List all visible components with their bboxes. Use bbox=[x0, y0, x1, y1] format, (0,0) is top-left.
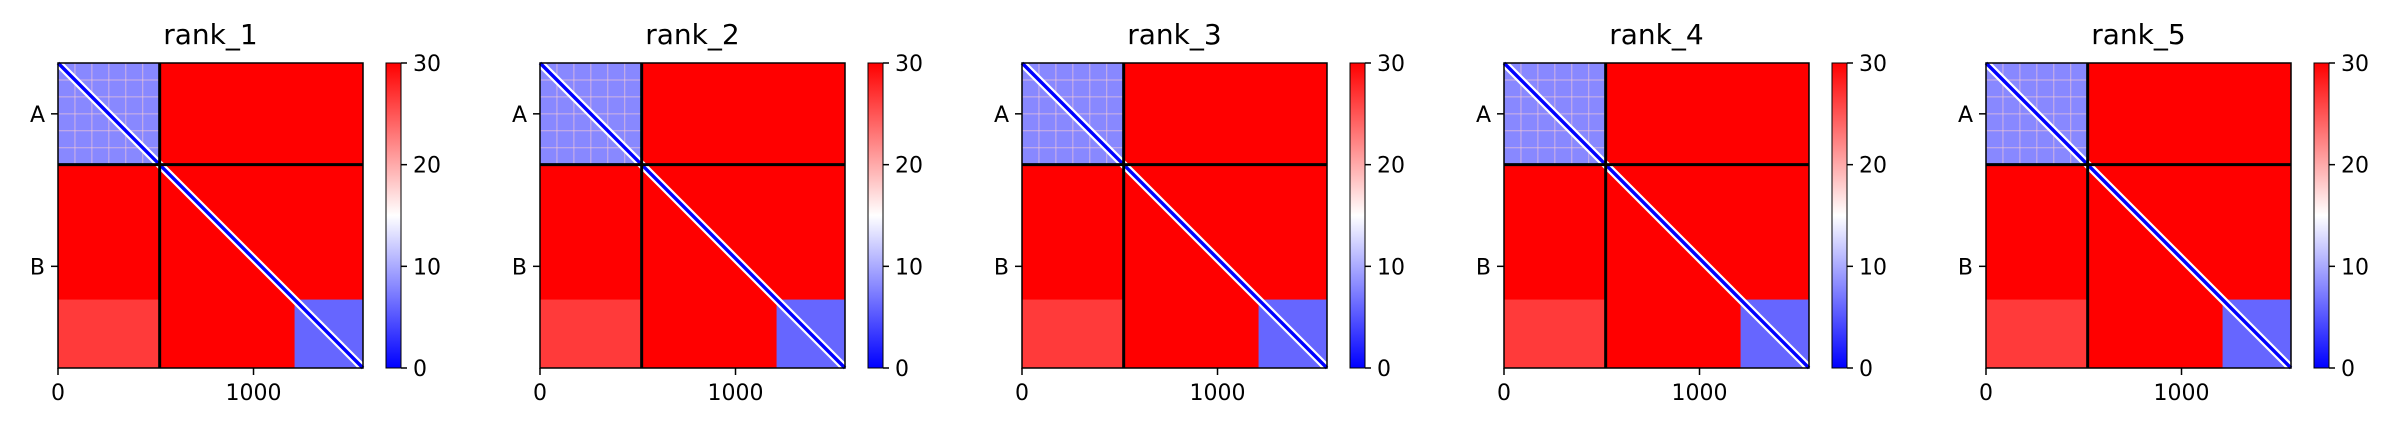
colorbar bbox=[867, 62, 884, 369]
x-tick-label: 0 bbox=[1497, 381, 1511, 406]
colorbar-tick-label: 10 bbox=[2341, 255, 2369, 280]
heatmap-block-b-domain-a bbox=[540, 299, 642, 368]
x-tick-label: 1000 bbox=[708, 381, 764, 406]
colorbar bbox=[1349, 62, 1366, 369]
heatmap-diagonal bbox=[56, 61, 365, 370]
colorbar-tick-label: 20 bbox=[1377, 154, 1405, 179]
chain-label: B bbox=[994, 255, 1009, 280]
colorbar-tick-label: 0 bbox=[895, 357, 909, 382]
chain-label: B bbox=[512, 255, 527, 280]
heatmap-frame bbox=[1021, 62, 1328, 369]
x-tick-label: 0 bbox=[533, 381, 547, 406]
colorbar bbox=[2313, 62, 2330, 369]
heatmap-block-b-domain-a bbox=[1986, 299, 2088, 368]
colorbar-tick-label: 30 bbox=[1377, 52, 1405, 77]
chain-label: A bbox=[512, 103, 527, 128]
colorbar-tick-label: 20 bbox=[2341, 154, 2369, 179]
x-tick-label: 0 bbox=[51, 381, 65, 406]
heatmap-diagonal bbox=[538, 61, 847, 370]
x-tick-label: 1000 bbox=[1190, 381, 1246, 406]
heatmap-block-b-domain-a bbox=[58, 299, 160, 368]
heatmap-diagonal bbox=[1984, 61, 2293, 370]
chain-label: A bbox=[1476, 103, 1491, 128]
heatmap-frame bbox=[1503, 62, 1810, 369]
heatmap-block-b-domain-a bbox=[1504, 299, 1606, 368]
x-tick-label: 1000 bbox=[2154, 381, 2210, 406]
chain-label: A bbox=[1958, 103, 1973, 128]
panel-title: rank_3 bbox=[1127, 18, 1221, 51]
colorbar-tick-label: 0 bbox=[1859, 357, 1873, 382]
heatmap-diagonal bbox=[1502, 61, 1811, 370]
colorbar-tick-label: 20 bbox=[413, 154, 441, 179]
pae-panel: rank_5 A B 0 1000 0 10 20 30 bbox=[1958, 18, 2369, 406]
heatmap-frame bbox=[1985, 62, 2292, 369]
heatmap-frame bbox=[57, 62, 364, 369]
pae-panel: rank_2 A B 0 1000 0 10 20 30 bbox=[512, 18, 923, 406]
panel-title: rank_1 bbox=[163, 18, 257, 51]
colorbar-tick-label: 10 bbox=[413, 255, 441, 280]
x-tick-label: 0 bbox=[1979, 381, 1993, 406]
colorbar-tick-label: 0 bbox=[413, 357, 427, 382]
chain-label: A bbox=[994, 103, 1009, 128]
x-tick-label: 1000 bbox=[1672, 381, 1728, 406]
colorbar-tick-label: 10 bbox=[1377, 255, 1405, 280]
colorbar-tick-label: 0 bbox=[2341, 357, 2355, 382]
colorbar-tick-label: 20 bbox=[895, 154, 923, 179]
panel-title: rank_2 bbox=[645, 18, 739, 51]
heatmap-block-b-domain-a bbox=[1022, 299, 1124, 368]
x-tick-label: 0 bbox=[1015, 381, 1029, 406]
heatmap-diagonal bbox=[1020, 61, 1329, 370]
pae-panel: rank_4 A B 0 1000 0 10 20 30 bbox=[1476, 18, 1887, 406]
colorbar-tick-label: 30 bbox=[2341, 52, 2369, 77]
pae-panel: rank_1 A B 0 1000 0 10 20 30 bbox=[30, 18, 441, 406]
colorbar-tick-label: 20 bbox=[1859, 154, 1887, 179]
chain-label: A bbox=[30, 103, 45, 128]
pae-panel: rank_3 A B 0 1000 0 10 20 30 bbox=[994, 18, 1405, 406]
chain-label: B bbox=[1476, 255, 1491, 280]
chain-label: B bbox=[30, 255, 45, 280]
colorbar-tick-label: 0 bbox=[1377, 357, 1391, 382]
colorbar bbox=[385, 62, 402, 369]
heatmap-frame bbox=[539, 62, 846, 369]
x-tick-label: 1000 bbox=[226, 381, 282, 406]
colorbar-tick-label: 10 bbox=[1859, 255, 1887, 280]
panel-title: rank_5 bbox=[2091, 18, 2185, 51]
colorbar-tick-label: 30 bbox=[1859, 52, 1887, 77]
colorbar-tick-label: 30 bbox=[413, 52, 441, 77]
panel-title: rank_4 bbox=[1609, 18, 1703, 51]
colorbar bbox=[1831, 62, 1848, 369]
chain-label: B bbox=[1958, 255, 1973, 280]
colorbar-tick-label: 10 bbox=[895, 255, 923, 280]
colorbar-tick-label: 30 bbox=[895, 52, 923, 77]
